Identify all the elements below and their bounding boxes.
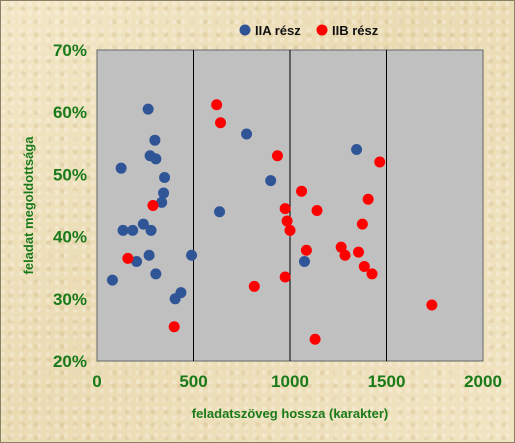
point-iia: [241, 128, 253, 140]
point-iib: [279, 203, 291, 215]
point-iib: [248, 280, 260, 292]
point-iia: [137, 218, 149, 230]
y-tick-label: 70%: [53, 41, 87, 60]
point-iib: [279, 271, 291, 283]
point-iib: [339, 249, 351, 261]
point-iia: [186, 249, 198, 261]
y-tick-label: 20%: [53, 352, 87, 371]
point-iib: [362, 193, 374, 205]
point-iia: [143, 249, 155, 261]
point-iib: [309, 333, 321, 345]
y-tick-label: 50%: [53, 165, 87, 184]
point-iib: [284, 224, 296, 236]
data-points: [106, 99, 438, 345]
point-iia: [150, 153, 162, 165]
point-iib: [281, 215, 293, 227]
point-iib: [356, 218, 368, 230]
point-iia: [131, 255, 143, 267]
point-iia: [298, 255, 310, 267]
point-iia: [142, 103, 154, 115]
point-iia: [106, 274, 118, 286]
grid-lines: [193, 50, 387, 361]
point-iib: [271, 150, 283, 162]
y-tick-label: 30%: [53, 290, 87, 309]
y-axis-title: feladat megoldottsága: [21, 136, 36, 275]
legend-marker: [316, 24, 328, 36]
point-iia: [117, 224, 129, 236]
legend: IIA rész IIB rész: [239, 23, 379, 38]
x-tick-labels: 0 500 1000 1500 2000: [92, 372, 502, 391]
point-iia: [156, 196, 168, 208]
point-iib: [358, 260, 370, 272]
legend-label: IIB rész: [332, 23, 379, 38]
legend-marker: [239, 24, 251, 36]
point-iib: [211, 99, 223, 111]
point-iia: [127, 224, 139, 236]
y-tick-label: 60%: [53, 103, 87, 122]
legend-label: IIA rész: [255, 23, 301, 38]
point-iib: [300, 244, 312, 256]
x-axis-title: feladatszöveg hossza (karakter): [192, 406, 389, 421]
point-iia: [214, 206, 226, 218]
point-iib: [353, 246, 365, 258]
point-iib: [366, 268, 378, 280]
y-tick-labels: 20% 30% 40% 50% 60% 70%: [53, 41, 87, 371]
x-tick-label: 0: [92, 372, 101, 391]
x-tick-label: 1500: [368, 372, 406, 391]
x-tick-label: 500: [179, 372, 207, 391]
point-iia: [145, 224, 157, 236]
point-iib: [311, 204, 323, 216]
point-iib: [374, 156, 386, 168]
point-iia: [158, 187, 170, 199]
x-tick-label: 2000: [464, 372, 502, 391]
point-iia: [149, 134, 161, 146]
point-iib: [122, 252, 134, 264]
point-iib: [215, 117, 227, 129]
point-iia: [351, 144, 363, 156]
point-iib: [168, 321, 180, 333]
point-iia: [265, 175, 277, 187]
point-iia: [175, 287, 187, 299]
point-iia: [150, 268, 162, 280]
y-tick-label: 40%: [53, 228, 87, 247]
point-iib: [426, 299, 438, 311]
point-iib: [296, 185, 308, 197]
point-iib: [147, 200, 159, 211]
point-iia: [115, 162, 127, 174]
x-tick-label: 1000: [271, 372, 309, 391]
point-iia: [159, 172, 171, 184]
